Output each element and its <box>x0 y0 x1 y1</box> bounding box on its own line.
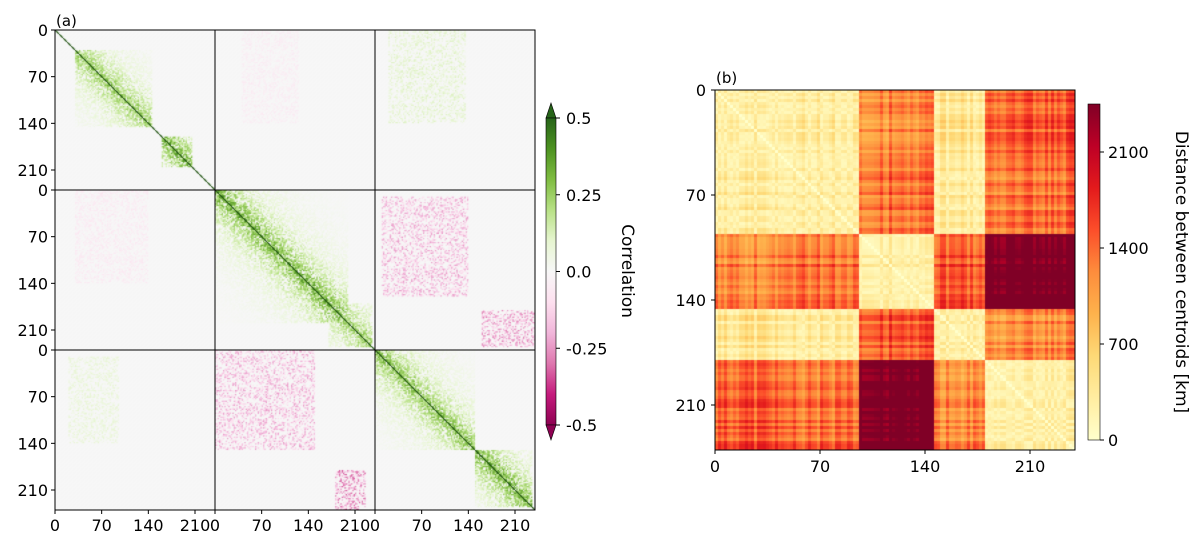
panel-b: (b) 0 70 140 210 0 70 140 210 <box>675 69 1076 476</box>
y-tick-label: 70 <box>28 388 48 407</box>
y-tick-label: 0 <box>696 81 706 100</box>
x-tick-label: 140 <box>133 516 164 535</box>
colorbar-extend-top <box>545 102 557 119</box>
panel-a-block-dividers <box>55 30 535 510</box>
correlation-colorbar: 0.5 0.25 0.0 -0.25 -0.5 Correlation <box>545 102 637 441</box>
y-tick-label: 140 <box>17 114 48 133</box>
x-tick-label: 0 <box>210 516 220 535</box>
colorbar-tick-label: 0.25 <box>566 186 602 205</box>
y-tick-label: 0 <box>38 21 48 40</box>
panel-b-heatmap <box>715 90 1075 450</box>
x-tick-label: 0 <box>370 516 380 535</box>
colorbar-tick-label: -0.25 <box>566 339 607 358</box>
y-tick-label: 70 <box>686 186 706 205</box>
x-tick-label: 0 <box>710 457 720 476</box>
panel-a-heatmap <box>55 30 535 510</box>
colorbar-b-ticks: 0 700 1400 2100 <box>1100 143 1149 450</box>
colorbar-tick-label: 2100 <box>1108 143 1149 162</box>
panel-a-frame <box>54 29 536 511</box>
y-tick-label: 0 <box>38 341 48 360</box>
colorbar-tick-label: 1400 <box>1108 239 1149 258</box>
y-tick-label: 0 <box>38 181 48 200</box>
x-tick-label: 210 <box>180 516 211 535</box>
colorbar-tick-label: 700 <box>1108 335 1139 354</box>
x-tick-label: 210 <box>500 516 531 535</box>
colorbar-a-label: Correlation <box>617 224 637 318</box>
panel-b-x-axis: 0 70 140 210 <box>710 450 1045 476</box>
x-tick-label: 140 <box>910 457 941 476</box>
y-tick-label: 210 <box>17 321 48 340</box>
x-tick-label: 70 <box>810 457 830 476</box>
colorbar-tick-label: 0.5 <box>566 109 591 128</box>
panel-b-frame <box>714 89 1076 451</box>
colorbar-extend-bottom <box>545 424 557 441</box>
colorbar-b-gradient <box>1087 103 1101 441</box>
x-tick-label: 70 <box>91 516 111 535</box>
x-tick-label: 70 <box>411 516 431 535</box>
colorbar-b-label: Distance between centroids [km] <box>1171 131 1191 413</box>
correlation-matrix-image <box>55 30 535 510</box>
y-tick-label: 140 <box>675 291 706 310</box>
colorbar-a-ticks: 0.5 0.25 0.0 -0.25 -0.5 <box>556 109 607 435</box>
colorbar-tick-label: 0 <box>1108 431 1118 450</box>
x-tick-label: 0 <box>50 516 60 535</box>
colorbar-gradient <box>545 117 557 426</box>
x-tick-label: 140 <box>453 516 484 535</box>
panel-b-y-axis: 0 70 140 210 <box>675 81 715 415</box>
x-tick-label: 140 <box>293 516 324 535</box>
y-tick-label: 140 <box>17 434 48 453</box>
y-tick-label: 210 <box>17 481 48 500</box>
x-tick-label: 70 <box>251 516 271 535</box>
panel-a-label: (a) <box>56 12 77 30</box>
y-tick-label: 210 <box>17 161 48 180</box>
colorbar-tick-label: 0.0 <box>566 263 591 282</box>
panel-a-x-axis: 0 70 140 210 0 70 140 210 0 70 140 210 <box>50 510 530 535</box>
y-tick-label: 210 <box>675 396 706 415</box>
x-tick-label: 210 <box>1015 457 1046 476</box>
panel-b-label: (b) <box>716 69 737 87</box>
x-tick-label: 210 <box>340 516 371 535</box>
distance-colorbar: 0 700 1400 2100 Distance between centroids … <box>1087 103 1191 450</box>
y-tick-label: 70 <box>28 68 48 87</box>
y-tick-label: 70 <box>28 228 48 247</box>
y-tick-label: 140 <box>17 274 48 293</box>
colorbar-tick-label: -0.5 <box>566 416 597 435</box>
distance-matrix-image <box>715 90 1075 450</box>
